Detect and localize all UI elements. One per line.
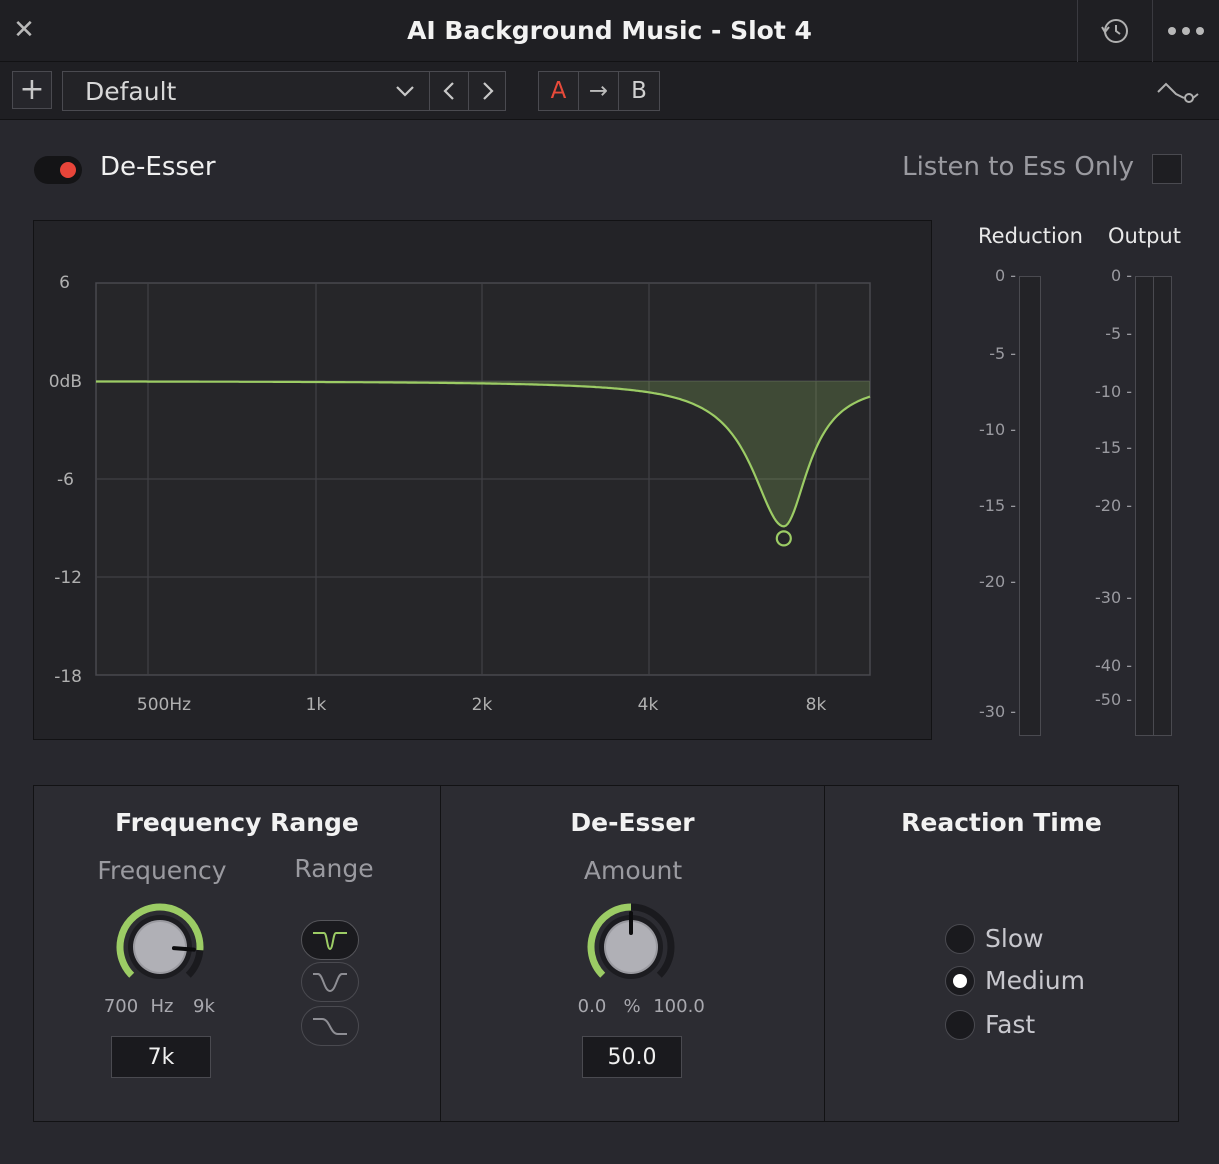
eq-graph[interactable]: 6 0dB -6 -12 -18 500Hz 1k 2k 4k 8k	[33, 220, 932, 740]
output-meter-label: Output	[1108, 224, 1181, 248]
reaction-medium-radio[interactable]	[945, 966, 975, 996]
eq-graph-canvas	[95, 282, 871, 676]
output-meter-left	[1135, 276, 1154, 736]
reduction-tick: -20	[972, 572, 1016, 591]
narrow-notch-icon	[313, 932, 347, 951]
enabled-indicator	[60, 162, 76, 178]
previous-preset-button[interactable]	[429, 72, 468, 110]
y-tick-label: 6	[59, 273, 70, 293]
reaction-slow-label[interactable]: Slow	[985, 924, 1044, 953]
range-label: Range	[294, 854, 374, 883]
preset-selector[interactable]: Default	[62, 71, 506, 111]
reduction-meter	[1019, 276, 1041, 736]
output-tick: -5	[1088, 324, 1132, 343]
next-preset-button[interactable]	[468, 72, 506, 110]
frequency-max-label: 9k	[193, 996, 215, 1017]
notch-handle[interactable]	[775, 530, 792, 547]
output-tick: -40	[1088, 656, 1132, 675]
reduction-meter-label: Reduction	[978, 224, 1083, 248]
panel-title: Reaction Time	[901, 808, 1102, 837]
range-high-shelf-button[interactable]	[301, 1006, 359, 1046]
de-esser-panel: De-Esser Amount 0.0 % 100.0 50.0	[440, 786, 824, 1121]
reaction-slow-radio[interactable]	[945, 924, 975, 954]
reduction-tick: -30	[972, 702, 1016, 721]
shelf-icon	[313, 1018, 347, 1035]
x-tick-label: 2k	[471, 695, 493, 715]
chevron-left-icon	[443, 82, 454, 100]
output-tick: -30	[1088, 588, 1132, 607]
frequency-range-panel: Frequency Range Frequency Range 700 Hz 9…	[34, 786, 440, 1121]
reaction-fast-label[interactable]: Fast	[985, 1010, 1036, 1039]
y-tick-label: -12	[54, 568, 82, 588]
automation-button[interactable]	[1156, 76, 1200, 106]
reduction-tick: -15	[972, 496, 1016, 515]
add-preset-button[interactable]: +	[12, 71, 52, 109]
history-button[interactable]	[1078, 0, 1152, 62]
wide-notch-icon	[313, 973, 347, 993]
x-tick-label: 4k	[637, 695, 659, 715]
listen-ess-only-checkbox[interactable]	[1152, 154, 1182, 184]
y-tick-label: -18	[54, 667, 82, 687]
copy-a-to-b-button[interactable]: →	[579, 72, 619, 110]
listen-ess-only-label: Listen to Ess Only	[902, 152, 1134, 182]
effect-name: De-Esser	[100, 152, 216, 182]
amount-max-label: 100.0	[653, 996, 705, 1017]
divider	[1152, 0, 1153, 62]
output-meter-right	[1153, 276, 1172, 736]
frequency-label: Frequency	[97, 856, 227, 885]
output-tick: -10	[1088, 382, 1132, 401]
title-bar: ✕ AI Background Music - Slot 4	[0, 0, 1219, 62]
curve-icon	[1157, 82, 1199, 103]
reduction-tick: -10	[972, 420, 1016, 439]
output-tick: -20	[1088, 496, 1132, 515]
output-tick: -15	[1088, 438, 1132, 457]
history-icon	[1101, 19, 1128, 43]
range-narrow-notch-button[interactable]	[301, 920, 359, 960]
more-options-button[interactable]	[1153, 0, 1219, 62]
amount-min-label: 0.0	[577, 996, 607, 1017]
a-button[interactable]: A	[539, 72, 579, 110]
amount-label: Amount	[583, 856, 683, 885]
frequency-value-field[interactable]: 7k	[111, 1036, 211, 1078]
reaction-fast-radio[interactable]	[945, 1010, 975, 1040]
range-wide-notch-button[interactable]	[301, 962, 359, 1002]
preset-bar: + Default A → B	[0, 62, 1219, 120]
chevron-down-icon	[396, 86, 414, 97]
y-tick-label: 0dB	[48, 372, 82, 392]
preset-name: Default	[85, 77, 177, 106]
window-title: AI Background Music - Slot 4	[407, 16, 812, 45]
close-icon[interactable]: ✕	[13, 15, 35, 45]
amount-value-field[interactable]: 50.0	[582, 1036, 682, 1078]
b-button[interactable]: B	[631, 78, 647, 104]
frequency-unit-label: Hz	[150, 996, 174, 1017]
chevron-right-icon	[482, 82, 494, 100]
output-tick: -50	[1088, 690, 1132, 709]
y-tick-label: -6	[57, 470, 74, 490]
ab-compare: A → B	[538, 71, 660, 111]
x-tick-label: 1k	[305, 695, 327, 715]
more-icon	[1168, 27, 1204, 35]
preset-dropdown-button[interactable]	[381, 72, 429, 110]
controls-section: Frequency Range Frequency Range 700 Hz 9…	[33, 785, 1179, 1122]
divider	[1077, 0, 1078, 62]
amount-knob[interactable]	[586, 902, 676, 992]
effect-enable-toggle[interactable]	[34, 156, 82, 184]
output-tick: 0	[1088, 266, 1132, 285]
frequency-knob[interactable]	[115, 902, 205, 992]
reduction-tick: 0	[972, 266, 1016, 285]
reaction-time-panel: Reaction Time Slow Medium Fast	[824, 786, 1178, 1121]
frequency-min-label: 700	[103, 996, 139, 1017]
x-tick-label: 8k	[805, 695, 827, 715]
panel-title: Frequency Range	[115, 808, 359, 837]
plus-icon: +	[19, 72, 45, 107]
panel-title: De-Esser	[570, 808, 695, 837]
eq-curve	[96, 380, 871, 528]
x-tick-label: 500Hz	[136, 695, 192, 715]
reaction-medium-label[interactable]: Medium	[985, 966, 1085, 995]
reduction-tick: -5	[972, 344, 1016, 363]
amount-unit-label: %	[623, 996, 641, 1017]
